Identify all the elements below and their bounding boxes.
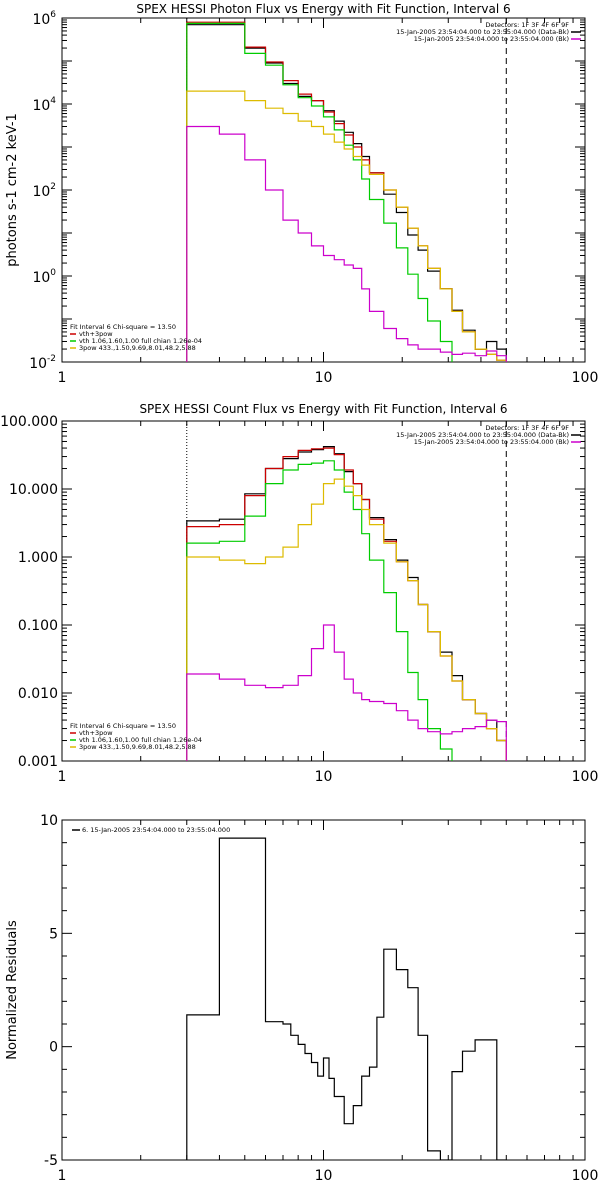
y-tick-label: 0.100	[18, 618, 58, 634]
y-tick-label: 0.010	[18, 686, 58, 702]
y-tick-label: 100	[32, 268, 56, 286]
legend-entry: 3pow 433.,1.50,9.69,8.01,48.2,5.88	[79, 344, 196, 352]
plot-frame	[61, 819, 586, 1161]
legend-entry: 6. 15-Jan-2005 23:54:04.000 to 23:55:04.…	[82, 826, 230, 834]
chart-panel-1: SPEX HESSI Photon Flux vs Energy with Fi…	[5, 2, 598, 386]
x-tick-label: 10	[315, 1168, 333, 1184]
y-tick-label: 106	[32, 10, 56, 28]
series-line-vth-3pow	[186, 447, 507, 761]
x-tick-label: 1	[58, 769, 67, 785]
legend-header: Detectors: 1F 3F 4F 6F 9F	[485, 21, 569, 29]
chart-panel-2: SPEX HESSI Count Flux vs Energy with Fit…	[0, 402, 598, 785]
legend-entry: vth 1.06,1.60,1.00 full chian 1.26e-04	[79, 337, 202, 345]
y-tick-label: 10-2	[29, 354, 56, 372]
x-tick-label: 100	[572, 370, 599, 386]
series-line-residuals	[186, 837, 507, 1160]
legend-header: Fit Interval 6 Chi-square = 13.50	[70, 722, 176, 730]
chart-title: SPEX HESSI Photon Flux vs Energy with Fi…	[136, 2, 510, 16]
x-tick-label: 1	[58, 1168, 67, 1184]
y-axis-label: photons s-1 cm-2 keV-1	[5, 113, 20, 267]
chart-panel-3: 1 10 100 -5 0 5 10 Normalized Residuals 6. 15-Ja…	[5, 813, 598, 1184]
legend-entry: 15-Jan-2005 23:54:04.000 to 23:55:04.000…	[396, 431, 569, 439]
y-tick-label: 102	[32, 182, 56, 200]
series-line-data-bk	[186, 446, 507, 761]
series-line-3pow	[186, 90, 507, 362]
y-tick-label: 10	[40, 813, 58, 829]
y-tick-label: 0	[49, 1040, 58, 1056]
x-tick-label: 1	[58, 370, 67, 386]
x-tick-label: 10	[315, 769, 333, 785]
series-line-bk	[186, 125, 507, 362]
legend-entry: vth 1.06,1.60,1.00 full chian 1.26e-04	[79, 736, 202, 744]
series-line-bk	[186, 624, 507, 761]
series-line-3pow	[186, 478, 507, 761]
chart-title: SPEX HESSI Count Flux vs Energy with Fit…	[139, 402, 507, 416]
legend-entry: vth+3pow	[79, 330, 113, 338]
series-line-vth	[186, 22, 453, 362]
legend-entry: vth+3pow	[79, 729, 113, 737]
y-tick-label: 0.001	[18, 754, 58, 770]
x-tick-label: 100	[572, 1168, 599, 1184]
legend-entry: 3pow 433.,1.50,9.69,8.01,48.2,5.88	[79, 743, 196, 751]
x-tick-label: 100	[572, 769, 599, 785]
y-tick-label: 5	[49, 926, 58, 942]
legend-entry: 15-Jan-2005 23:54:04.000 to 23:55:04.000…	[414, 35, 569, 43]
y-tick-label: -5	[44, 1153, 58, 1169]
legend-header: Fit Interval 6 Chi-square = 13.50	[70, 323, 176, 331]
y-tick-label: 10.000	[9, 482, 58, 498]
legend-entry: 15-Jan-2005 23:54:04.000 to 23:55:04.000…	[414, 438, 569, 446]
y-tick-label: 100.000	[0, 414, 58, 430]
legend-entry: 15-Jan-2005 23:54:04.000 to 23:55:04.000…	[396, 28, 569, 36]
x-tick-label: 10	[315, 370, 333, 386]
y-tick-label: 104	[32, 96, 56, 114]
legend-header: Detectors: 1F 3F 4F 6F 9F	[485, 424, 569, 432]
y-axis-label: Normalized Residuals	[5, 920, 20, 1060]
y-tick-label: 1.000	[18, 550, 58, 566]
series-line-vth	[186, 460, 453, 761]
